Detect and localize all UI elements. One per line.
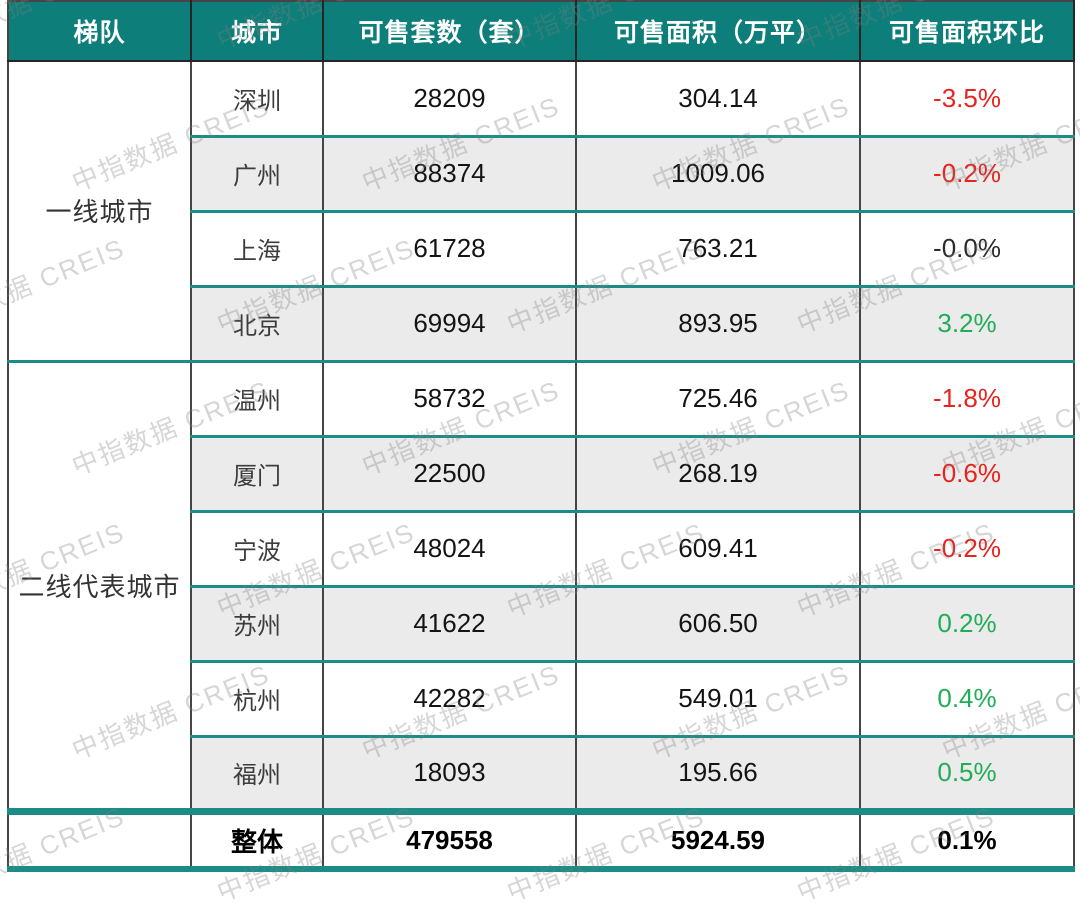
table-row: 二线代表城市 温州 58732 725.46 -1.8% — [8, 361, 1075, 813]
table-row: 福州 18093 195.66 0.5% — [8, 736, 1075, 813]
table-row: 广州 88374 1009.06 -0.2% — [8, 136, 1075, 213]
mom-cell: -0.2% — [860, 511, 1075, 588]
table-row: 厦门 22500 268.19 -0.6% — [8, 436, 1075, 513]
city-cell: 广州 — [191, 136, 324, 213]
units-cell: 22500 — [323, 436, 577, 513]
area-cell: 609.41 — [576, 511, 861, 588]
header-mom: 可售面积环比 — [860, 1, 1075, 62]
city-cell: 宁波 — [191, 511, 324, 588]
header-area: 可售面积（万平） — [576, 1, 861, 62]
mom-cell: -0.6% — [860, 436, 1075, 513]
area-cell: 763.21 — [576, 211, 861, 288]
mom-cell: -0.2% — [860, 136, 1075, 213]
total-label-cell: 整体 — [191, 807, 324, 869]
mom-cell: 0.5% — [860, 736, 1075, 813]
header-units: 可售套数（套） — [323, 1, 577, 62]
city-cell: 深圳 — [191, 61, 324, 138]
table-row: 一线城市 深圳 28209 304.14 -3.5% — [8, 61, 1075, 363]
tier-cell-empty — [8, 807, 192, 869]
units-cell: 18093 — [323, 736, 577, 813]
city-cell: 北京 — [191, 286, 324, 363]
availability-table: 梯队 城市 可售套数（套） 可售面积（万平） 可售面积环比 一线城市 深圳 28… — [7, 0, 1075, 872]
area-cell: 893.95 — [576, 286, 861, 363]
table-row: 北京 69994 893.95 3.2% — [8, 286, 1075, 363]
header-tier: 梯队 — [8, 1, 192, 62]
mom-cell: 0.2% — [860, 586, 1075, 663]
units-cell: 41622 — [323, 586, 577, 663]
header-city: 城市 — [191, 1, 324, 62]
area-cell: 1009.06 — [576, 136, 861, 213]
area-cell: 606.50 — [576, 586, 861, 663]
table-row: 杭州 42282 549.01 0.4% — [8, 661, 1075, 738]
tier-cell-first: 一线城市 — [8, 61, 192, 363]
area-cell: 725.46 — [576, 361, 861, 438]
area-cell: 268.19 — [576, 436, 861, 513]
city-cell: 温州 — [191, 361, 324, 438]
units-cell: 28209 — [323, 61, 577, 138]
table-row: 上海 61728 763.21 -0.0% — [8, 211, 1075, 288]
units-cell: 58732 — [323, 361, 577, 438]
city-cell: 上海 — [191, 211, 324, 288]
units-cell: 88374 — [323, 136, 577, 213]
mom-cell: 3.2% — [860, 286, 1075, 363]
tier-cell-second: 二线代表城市 — [8, 361, 192, 813]
area-cell: 195.66 — [576, 736, 861, 813]
mom-cell: 0.4% — [860, 661, 1075, 738]
city-cell: 苏州 — [191, 586, 324, 663]
mom-cell: -1.8% — [860, 361, 1075, 438]
table-row: 宁波 48024 609.41 -0.2% — [8, 511, 1075, 588]
header-row: 梯队 城市 可售套数（套） 可售面积（万平） 可售面积环比 — [8, 1, 1075, 62]
units-cell: 61728 — [323, 211, 577, 288]
total-area-cell: 5924.59 — [576, 807, 861, 869]
area-cell: 549.01 — [576, 661, 861, 738]
total-row: 整体 479558 5924.59 0.1% — [8, 807, 1075, 869]
area-cell: 304.14 — [576, 61, 861, 138]
total-mom-cell: 0.1% — [860, 807, 1075, 869]
units-cell: 69994 — [323, 286, 577, 363]
units-cell: 42282 — [323, 661, 577, 738]
city-cell: 厦门 — [191, 436, 324, 513]
mom-cell: -3.5% — [860, 61, 1075, 138]
table-row: 苏州 41622 606.50 0.2% — [8, 586, 1075, 663]
total-units-cell: 479558 — [323, 807, 577, 869]
city-cell: 杭州 — [191, 661, 324, 738]
units-cell: 48024 — [323, 511, 577, 588]
city-cell: 福州 — [191, 736, 324, 813]
mom-cell: -0.0% — [860, 211, 1075, 288]
